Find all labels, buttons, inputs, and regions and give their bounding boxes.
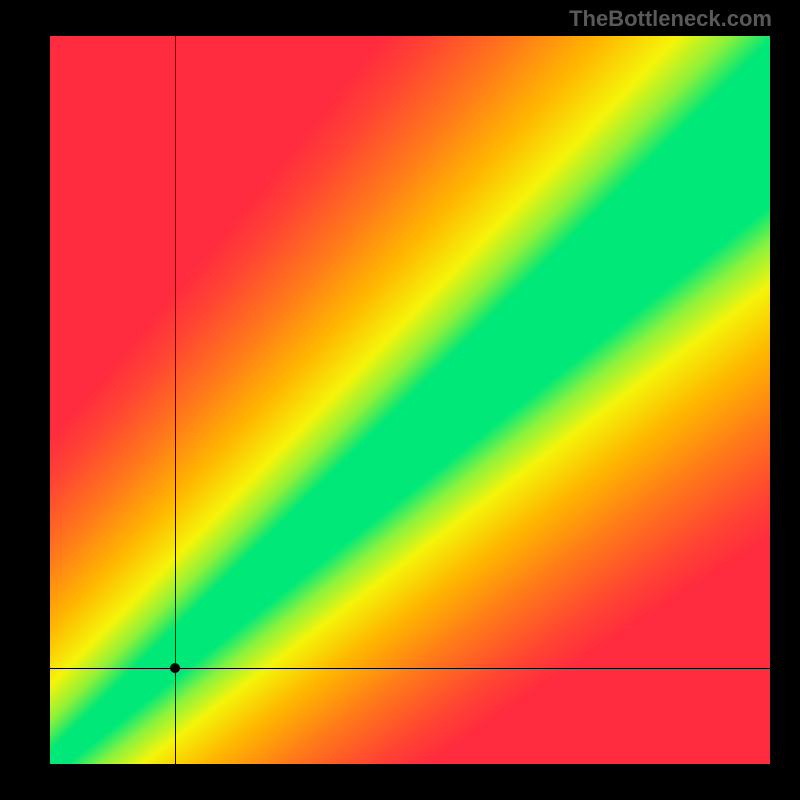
heatmap-plot-area — [50, 36, 770, 764]
crosshair-horizontal-line — [50, 668, 770, 669]
watermark-text: TheBottleneck.com — [569, 6, 772, 32]
crosshair-marker-point — [170, 663, 180, 673]
crosshair-vertical-line — [175, 36, 176, 764]
bottleneck-heatmap — [50, 36, 770, 764]
